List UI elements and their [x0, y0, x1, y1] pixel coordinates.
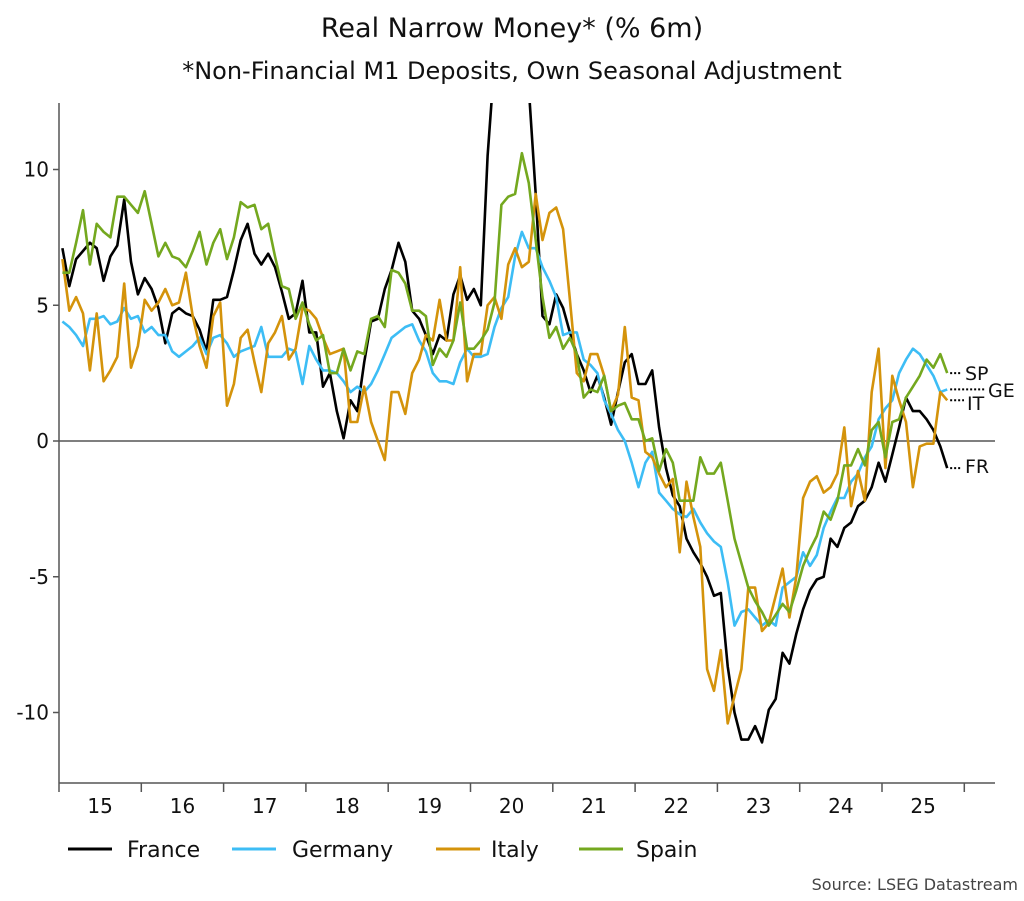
legend-item-italy: Italy: [436, 838, 539, 863]
x-tick-label: 21: [581, 794, 606, 818]
chart-subtitle: *Non-Financial M1 Deposits, Own Seasonal…: [182, 57, 842, 85]
series-line-france: [61, 103, 949, 744]
x-tick-label: 20: [499, 794, 524, 818]
axes: 10 5 0 -5 -10 15 16 17 18 19 20 21 22 23 24 25: [16, 103, 995, 818]
end-label-fr: FR: [965, 456, 989, 478]
end-label-ge: GE: [988, 380, 1015, 402]
legend-label: France: [127, 838, 200, 863]
x-tick-label: 16: [170, 794, 195, 818]
series-line-italy: [61, 192, 949, 725]
end-label-sp: SP: [965, 363, 989, 385]
x-tick-label: 18: [334, 794, 359, 818]
y-tick-label: 0: [36, 429, 49, 453]
legend: France Germany Italy Spain: [68, 838, 697, 863]
legend-label: Italy: [491, 838, 539, 863]
x-tick-label: 23: [746, 794, 771, 818]
legend-label: Spain: [636, 838, 697, 863]
legend-item-spain: Spain: [579, 838, 697, 863]
x-tick-label: 19: [417, 794, 442, 818]
x-tick-label: 24: [828, 794, 853, 818]
series-line-spain: [62, 151, 949, 627]
y-tick-label: -5: [29, 565, 49, 589]
legend-item-france: France: [68, 838, 200, 863]
y-tick-label: 5: [36, 293, 49, 317]
source-note: Source: LSEG Datastream: [812, 875, 1018, 894]
legend-item-germany: Germany: [232, 838, 393, 863]
series-group: [61, 103, 949, 744]
x-tick-label: 25: [910, 794, 935, 818]
y-tick-label: 10: [24, 158, 49, 182]
y-tick-label: -10: [16, 701, 49, 725]
chart-title: Real Narrow Money* (% 6m): [321, 13, 703, 44]
end-label-it: IT: [967, 393, 985, 415]
legend-label: Germany: [292, 838, 393, 863]
x-tick-label: 15: [87, 794, 112, 818]
x-tick-label: 17: [252, 794, 277, 818]
x-tick-label: 22: [664, 794, 689, 818]
